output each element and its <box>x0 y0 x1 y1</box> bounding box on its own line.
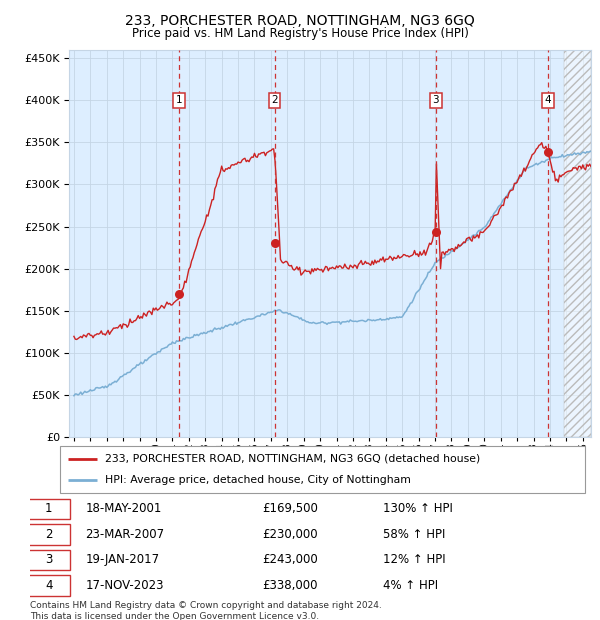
Text: 1: 1 <box>175 95 182 105</box>
Text: £169,500: £169,500 <box>262 502 318 515</box>
Text: £243,000: £243,000 <box>262 554 317 567</box>
Bar <box>565 50 591 437</box>
Text: 233, PORCHESTER ROAD, NOTTINGHAM, NG3 6GQ: 233, PORCHESTER ROAD, NOTTINGHAM, NG3 6G… <box>125 14 475 28</box>
Text: 4% ↑ HPI: 4% ↑ HPI <box>383 579 439 592</box>
Text: 1: 1 <box>45 502 53 515</box>
Text: 19-JAN-2017: 19-JAN-2017 <box>85 554 160 567</box>
Text: 3: 3 <box>45 554 52 567</box>
Text: 2: 2 <box>271 95 278 105</box>
Text: 58% ↑ HPI: 58% ↑ HPI <box>383 528 446 541</box>
Text: HPI: Average price, detached house, City of Nottingham: HPI: Average price, detached house, City… <box>104 476 410 485</box>
Text: 3: 3 <box>433 95 439 105</box>
Bar <box>565 50 591 437</box>
Text: 12% ↑ HPI: 12% ↑ HPI <box>383 554 446 567</box>
Text: 130% ↑ HPI: 130% ↑ HPI <box>383 502 453 515</box>
Text: £230,000: £230,000 <box>262 528 317 541</box>
Text: 4: 4 <box>45 579 53 592</box>
Text: 4: 4 <box>545 95 551 105</box>
Text: Price paid vs. HM Land Registry's House Price Index (HPI): Price paid vs. HM Land Registry's House … <box>131 27 469 40</box>
FancyBboxPatch shape <box>28 575 70 596</box>
Text: 23-MAR-2007: 23-MAR-2007 <box>85 528 164 541</box>
Text: 17-NOV-2023: 17-NOV-2023 <box>85 579 164 592</box>
FancyBboxPatch shape <box>28 498 70 519</box>
FancyBboxPatch shape <box>28 524 70 544</box>
FancyBboxPatch shape <box>60 446 585 493</box>
Text: £338,000: £338,000 <box>262 579 317 592</box>
Text: 233, PORCHESTER ROAD, NOTTINGHAM, NG3 6GQ (detached house): 233, PORCHESTER ROAD, NOTTINGHAM, NG3 6G… <box>104 454 480 464</box>
FancyBboxPatch shape <box>28 550 70 570</box>
Text: Contains HM Land Registry data © Crown copyright and database right 2024.
This d: Contains HM Land Registry data © Crown c… <box>30 601 382 620</box>
Text: 18-MAY-2001: 18-MAY-2001 <box>85 502 161 515</box>
Text: 2: 2 <box>45 528 53 541</box>
